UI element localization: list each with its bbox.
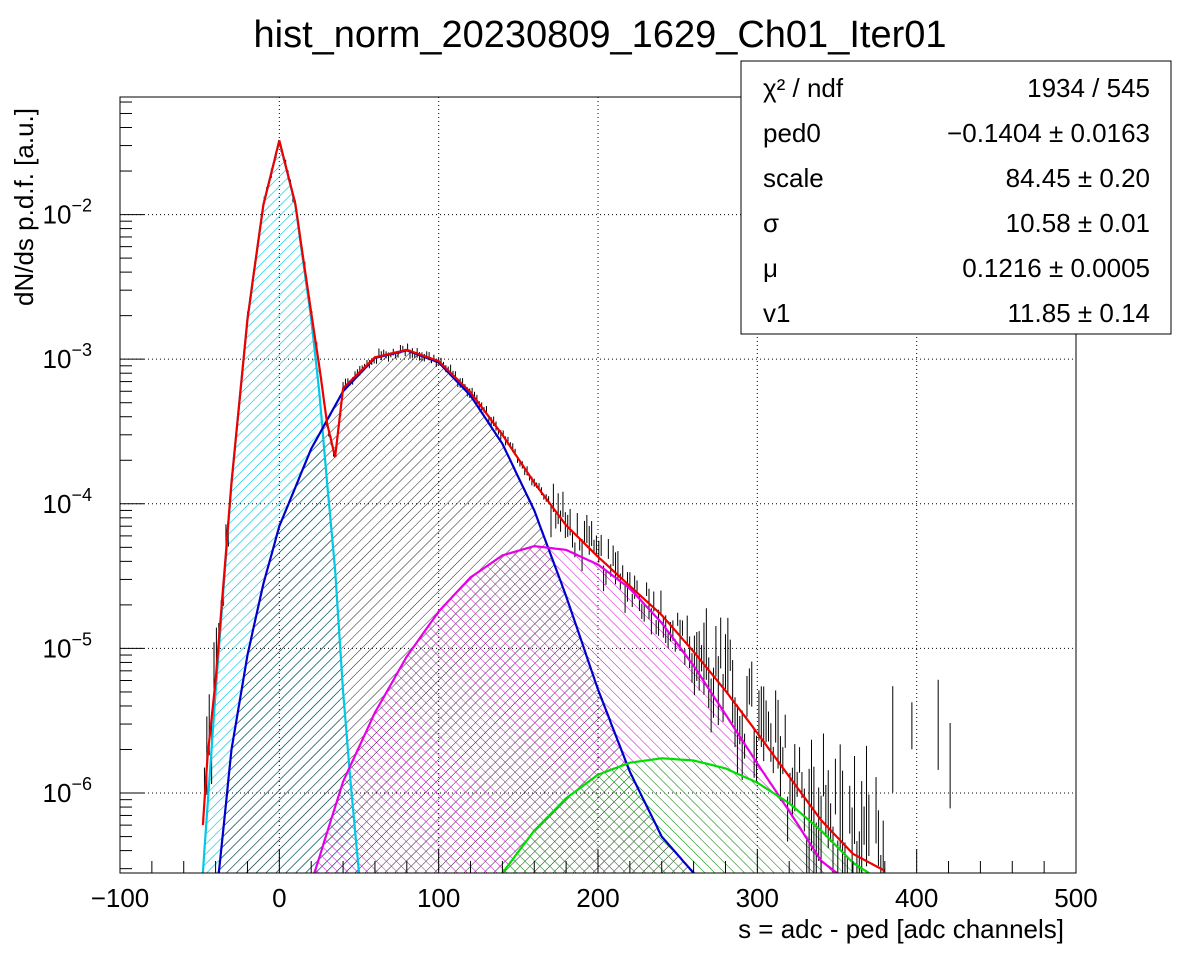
x-tick-label: 300	[736, 883, 779, 913]
fit-curve-2	[313, 544, 838, 873]
stats-row-value: 84.45 ± 0.20	[1006, 163, 1150, 193]
x-tick-label: 200	[576, 883, 619, 913]
stats-row-name: μ	[763, 253, 778, 283]
x-tick-label: 100	[417, 883, 460, 913]
y-tick-label: 10−3	[43, 340, 92, 374]
stats-row-value: 11.85 ± 0.14	[1008, 298, 1150, 328]
stats-row-value: 1934 / 545	[1027, 73, 1150, 103]
axes: −100 0 100 200 300 400 500 10−6 10−5 10−4 10−3 10−2	[43, 101, 1098, 913]
fit-curve-1	[217, 349, 695, 873]
stats-row-name: v1	[763, 298, 790, 328]
x-tick-label: 500	[1054, 883, 1097, 913]
y-tick-label: 10−6	[43, 774, 92, 808]
stats-row-name: σ	[763, 208, 779, 238]
x-tick-label: 400	[895, 883, 938, 913]
x-axis-label: s = adc - ped [adc channels]	[738, 914, 1064, 944]
fit-curve-3	[501, 757, 870, 873]
x-tick-label: −100	[91, 883, 150, 913]
stats-row-value: −0.1404 ± 0.0163	[947, 118, 1150, 148]
x-tick-label: 0	[272, 883, 286, 913]
chart-title: hist_norm_20230809_1629_Ch01_Iter01	[254, 14, 947, 56]
component-area-3	[502, 758, 869, 873]
y-axis-label: dN/ds p.d.f. [a.u.]	[9, 108, 39, 306]
stats-row-name: ped0	[763, 118, 821, 148]
stats-box: χ² / ndf 1934 / 545 ped0 −0.1404 ± 0.0163 sc…	[740, 60, 1172, 335]
fit-curves	[201, 140, 886, 873]
data-error-bars	[203, 139, 951, 873]
y-tick-label: 10−2	[43, 196, 92, 230]
stats-row-value: 0.1216 ± 0.0005	[962, 253, 1150, 283]
stats-box-frame	[740, 60, 1172, 335]
fit-curve-4	[201, 140, 886, 872]
y-tick-label: 10−5	[43, 629, 92, 663]
stats-row-name: scale	[763, 163, 824, 193]
stats-row-name: χ² / ndf	[763, 73, 844, 103]
y-tick-label: 10−4	[43, 485, 92, 519]
stats-row-value: 10.58 ± 0.01	[1006, 208, 1150, 238]
